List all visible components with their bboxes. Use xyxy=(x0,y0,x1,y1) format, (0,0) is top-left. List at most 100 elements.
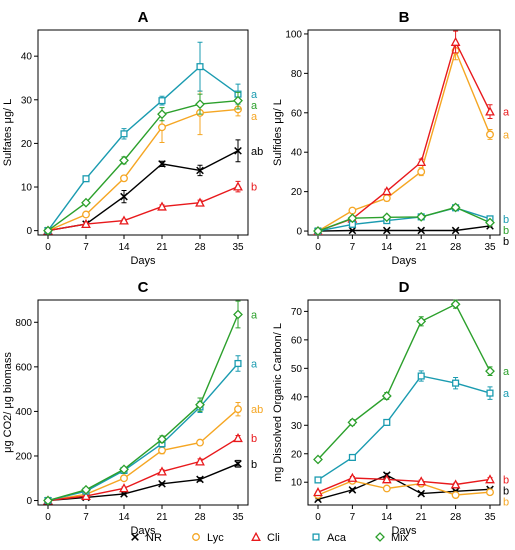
data-point xyxy=(120,474,128,483)
x-tick-label: 35 xyxy=(232,512,244,523)
data-point xyxy=(195,197,205,207)
x-tick-label: 14 xyxy=(118,512,130,523)
y-tick-label: 100 xyxy=(285,29,302,40)
plot-frame xyxy=(37,29,249,236)
y-tick-label: 800 xyxy=(15,318,32,329)
series-lyc xyxy=(44,90,242,235)
plot-frame xyxy=(307,29,501,236)
x-tick-label: 21 xyxy=(156,512,168,523)
data-point xyxy=(451,491,460,499)
data-point xyxy=(233,181,243,191)
significance-label: a xyxy=(251,111,258,123)
data-point xyxy=(119,483,129,493)
x-axis-label: Days xyxy=(130,525,156,537)
x-tick-label: 7 xyxy=(350,242,356,253)
series-mix xyxy=(43,91,243,236)
plot-frame xyxy=(307,299,501,506)
y-axis-label: Sulfides μg/ L xyxy=(272,99,284,166)
data-point xyxy=(120,174,128,183)
legend-item-mix: Mix xyxy=(375,532,409,544)
significance-label: b xyxy=(503,214,509,226)
data-point xyxy=(383,418,391,426)
y-tick-label: 20 xyxy=(291,187,303,198)
data-point xyxy=(196,63,204,71)
data-point xyxy=(485,106,495,116)
x-tick-label: 28 xyxy=(450,512,462,523)
y-tick-label: 40 xyxy=(21,52,33,63)
x-tick-label: 35 xyxy=(484,512,496,523)
y-tick-label: 0 xyxy=(26,226,32,237)
data-point xyxy=(485,217,495,228)
y-tick-label: 0 xyxy=(26,496,32,507)
legend-label: Mix xyxy=(391,532,409,544)
data-point xyxy=(82,175,90,183)
legend-item-nr: NR xyxy=(131,532,162,544)
panel-d: D 10 20 30 40 50 60 70 0 7 14 21 28 35 Days mg Dissolve… xyxy=(272,279,510,537)
significance-label: a xyxy=(251,89,258,101)
panel-b: B 0 20 40 60 80 100 0 7 14 21 28 35 Days Sulfides μg/ … xyxy=(272,9,510,267)
y-tick-label: 50 xyxy=(291,364,303,375)
data-point xyxy=(416,476,427,486)
significance-label: b xyxy=(251,459,257,471)
legend-marker xyxy=(312,533,320,541)
data-point xyxy=(158,97,166,105)
data-point xyxy=(347,417,358,428)
series-line xyxy=(317,480,491,496)
data-point xyxy=(486,130,494,139)
data-point xyxy=(451,226,460,235)
data-point xyxy=(417,167,426,176)
x-tick-label: 21 xyxy=(416,512,428,523)
y-tick-label: 60 xyxy=(291,335,303,346)
significance-label: a xyxy=(251,309,258,321)
data-point xyxy=(450,36,461,46)
x-tick-label: 28 xyxy=(450,242,462,253)
data-point xyxy=(157,109,167,120)
y-tick-label: 60 xyxy=(291,108,303,119)
significance-label: ab xyxy=(251,404,263,416)
significance-label: a xyxy=(503,129,510,141)
legend: NR Lyc Cli Aca Mix xyxy=(131,531,409,544)
data-point xyxy=(233,95,243,106)
y-tick-label: 400 xyxy=(15,407,32,418)
series-line xyxy=(317,225,491,232)
series-mix xyxy=(313,299,495,465)
data-point xyxy=(195,399,205,410)
y-tick-label: 0 xyxy=(296,227,302,238)
data-point xyxy=(119,464,129,475)
data-point xyxy=(450,299,461,310)
data-point xyxy=(233,309,243,320)
y-tick-label: 80 xyxy=(291,69,303,80)
y-tick-label: 40 xyxy=(291,148,303,159)
data-point xyxy=(158,123,166,132)
data-point xyxy=(119,155,129,166)
y-tick-label: 30 xyxy=(291,421,303,432)
data-point xyxy=(417,226,426,235)
series-line xyxy=(47,314,239,502)
x-tick-label: 7 xyxy=(350,512,356,523)
x-tick-label: 0 xyxy=(45,242,51,253)
x-tick-label: 35 xyxy=(484,242,496,253)
series-mix xyxy=(313,202,495,236)
legend-label: NR xyxy=(146,532,162,544)
significance-label: a xyxy=(503,107,510,119)
data-point xyxy=(348,226,357,235)
data-point xyxy=(43,225,53,236)
significance-label: b xyxy=(503,474,509,486)
data-point xyxy=(348,486,357,494)
data-point xyxy=(348,453,356,462)
data-point xyxy=(157,201,167,211)
significance-label: b xyxy=(503,225,509,237)
panel-title: B xyxy=(399,9,410,26)
data-point xyxy=(82,210,90,219)
series-cli xyxy=(43,180,243,235)
legend-item-aca: Aca xyxy=(312,532,347,544)
data-point xyxy=(313,487,323,497)
data-point xyxy=(81,218,91,229)
series-line xyxy=(317,375,491,481)
data-point xyxy=(382,484,391,493)
data-point xyxy=(382,194,391,203)
data-point xyxy=(234,459,242,468)
data-point xyxy=(195,99,205,110)
data-point xyxy=(157,434,167,445)
